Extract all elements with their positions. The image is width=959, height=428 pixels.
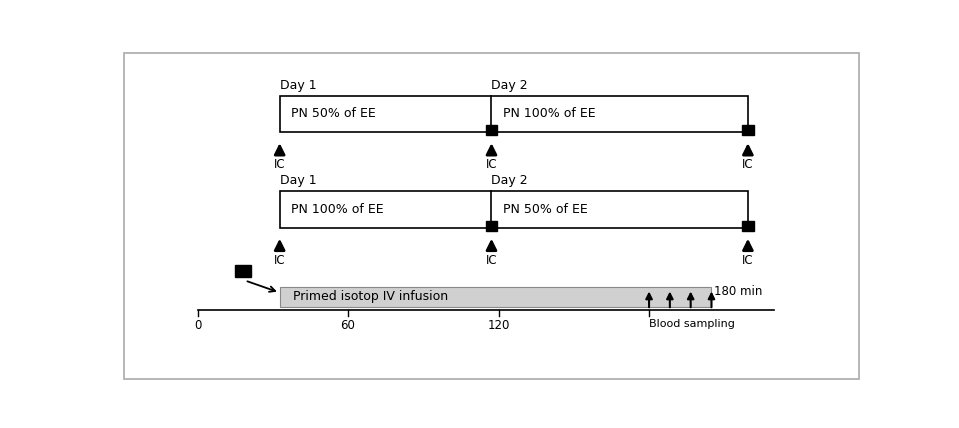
Text: Day 1: Day 1 [280, 175, 316, 187]
Text: PN 100% of EE: PN 100% of EE [503, 107, 596, 120]
FancyBboxPatch shape [124, 53, 859, 379]
Text: 180 min: 180 min [713, 285, 762, 298]
Bar [280, 191, 748, 228]
Text: PN 50% of EE: PN 50% of EE [291, 107, 376, 120]
Text: Day 1: Day 1 [280, 79, 316, 92]
Bar [485, 221, 498, 231]
Bar [742, 125, 754, 135]
Text: PN 100% of EE: PN 100% of EE [291, 203, 384, 216]
Text: IC: IC [274, 254, 286, 267]
Text: 60: 60 [340, 319, 356, 332]
Text: IC: IC [485, 158, 498, 172]
Bar [280, 96, 748, 132]
Bar [235, 265, 251, 277]
Text: PN 50% of EE: PN 50% of EE [503, 203, 587, 216]
Text: Blood sampling: Blood sampling [649, 319, 735, 329]
Text: IC: IC [274, 158, 286, 172]
Bar [280, 287, 711, 307]
Text: Day 2: Day 2 [492, 79, 528, 92]
Text: Primed isotop IV infusion: Primed isotop IV infusion [293, 290, 448, 303]
Text: 0: 0 [195, 319, 201, 332]
Bar [485, 125, 498, 135]
Text: Day 2: Day 2 [492, 175, 528, 187]
Text: IC: IC [742, 254, 754, 267]
Text: IC: IC [742, 158, 754, 172]
Text: 120: 120 [488, 319, 510, 332]
Text: IC: IC [485, 254, 498, 267]
Bar [742, 221, 754, 231]
